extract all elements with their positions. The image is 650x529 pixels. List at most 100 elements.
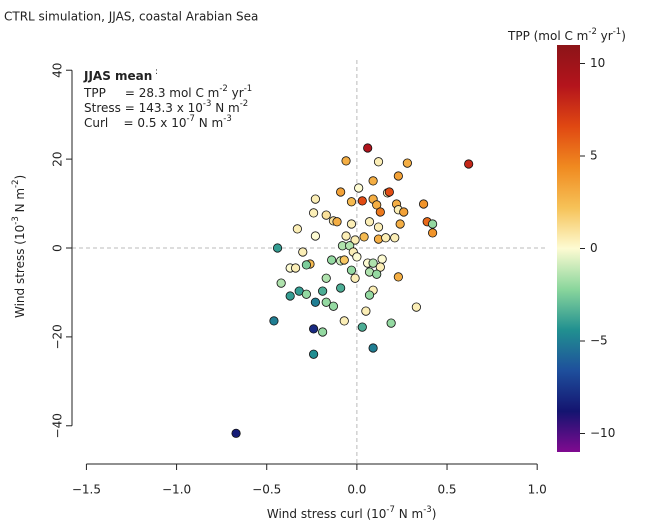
x-axis-label-part: -7	[386, 505, 394, 515]
annotation-line: TPP = 28.3 mol C m-2 yr-1	[83, 84, 252, 100]
colorbar-label-part: TPP (mol C m	[507, 29, 588, 43]
x-axis-label-part: Wind stress curl (10	[267, 507, 387, 521]
point	[428, 228, 438, 238]
colorbar-label-part: -2	[588, 27, 596, 37]
annotation-line-part: N m	[211, 101, 239, 115]
point	[368, 343, 378, 353]
point	[377, 254, 387, 264]
point	[276, 278, 286, 288]
x-axis-label-part: )	[432, 507, 437, 521]
point	[298, 247, 308, 257]
point	[346, 197, 357, 207]
colorbar	[557, 45, 580, 452]
x-tick-label: −0.5	[252, 483, 281, 497]
y-axis-label-part: Wind stress (10	[13, 225, 27, 318]
x-tick-label: 1.0	[528, 483, 547, 497]
colorbar-tick-label: 5	[590, 149, 598, 163]
chart-title: CTRL simulation, JJAS, coastal Arabian S…	[4, 10, 258, 24]
point	[269, 316, 279, 326]
point	[231, 428, 241, 438]
point	[393, 171, 403, 181]
point	[332, 217, 342, 227]
point	[359, 232, 369, 242]
point	[346, 219, 357, 229]
x-axis-label: Wind stress curl (10-7 N m-3)	[267, 505, 437, 521]
point	[310, 297, 321, 307]
point	[272, 243, 283, 253]
annotation-line: Curl = 0.5 x 10-7 N m-3	[84, 114, 232, 130]
point	[361, 306, 371, 316]
y-tick-label: 0	[51, 244, 65, 252]
x-axis-label-part: -3	[423, 505, 431, 515]
point	[464, 159, 474, 169]
point	[373, 222, 384, 232]
point	[350, 235, 360, 245]
annotation-line-part: TPP = 28.3 mol C m	[83, 86, 219, 100]
point	[372, 200, 382, 210]
annotation-title: JJAS mean :	[83, 67, 158, 83]
point	[301, 289, 311, 299]
point	[310, 231, 321, 241]
y-axis-label: Wind stress (10-3 N m-2)	[11, 175, 27, 318]
point	[352, 252, 362, 262]
point	[375, 262, 385, 272]
point	[364, 290, 375, 300]
x-tick-label: 0.0	[347, 483, 366, 497]
annotation-line-part: -3	[223, 114, 231, 124]
point	[318, 327, 328, 337]
point	[346, 265, 357, 275]
point	[301, 260, 311, 270]
y-axis-label-part: -2	[11, 179, 21, 187]
colorbar-label-part: )	[621, 29, 626, 43]
colorbar-label-part: -1	[613, 27, 621, 37]
x-tick-label: −1.5	[72, 483, 101, 497]
point	[341, 231, 351, 241]
annotation-line-part: yr	[228, 86, 244, 100]
point	[292, 224, 302, 234]
annotation-line-part: -2	[219, 84, 227, 94]
x-tick-label: 0.5	[437, 483, 456, 497]
colorbar-tick-label: −5	[590, 334, 608, 348]
y-tick-label: −40	[51, 413, 65, 438]
y-tick-label: 20	[51, 151, 65, 166]
point	[321, 297, 331, 307]
point	[384, 187, 394, 197]
point	[381, 233, 391, 243]
point	[390, 233, 400, 243]
point	[350, 273, 360, 283]
point	[402, 158, 412, 168]
point	[310, 194, 321, 204]
y-tick-label: −20	[51, 324, 65, 349]
point	[341, 156, 351, 166]
annotation-line-part: -7	[186, 114, 194, 124]
colorbar-label: TPP (mol C m-2 yr-1)	[507, 27, 626, 43]
point	[318, 286, 328, 296]
point	[428, 219, 438, 229]
point	[363, 143, 373, 153]
annotation-line-part: Curl = 0.5 x 10	[84, 116, 186, 130]
point	[290, 263, 301, 273]
point	[321, 210, 331, 220]
colorbar-tick-label: 0	[590, 241, 598, 255]
point	[336, 283, 346, 293]
point	[368, 176, 378, 186]
point	[373, 157, 384, 167]
point	[375, 207, 385, 217]
annotation-line-part: Stress = 143.3 x 10	[84, 101, 203, 115]
point	[357, 322, 367, 332]
point	[354, 183, 364, 193]
y-axis-label-part: N m	[13, 188, 27, 216]
y-axis-label-part: -3	[11, 216, 21, 224]
point	[368, 258, 378, 268]
point	[336, 187, 346, 197]
y-tick-label: 40	[51, 63, 65, 78]
point	[309, 349, 319, 359]
y-axis-label-part: )	[13, 175, 27, 180]
colorbar-tick-label: 10	[590, 56, 605, 70]
x-tick-label: −1.0	[162, 483, 191, 497]
point	[364, 217, 375, 227]
point	[418, 199, 429, 209]
point	[309, 324, 319, 334]
point	[321, 273, 331, 283]
